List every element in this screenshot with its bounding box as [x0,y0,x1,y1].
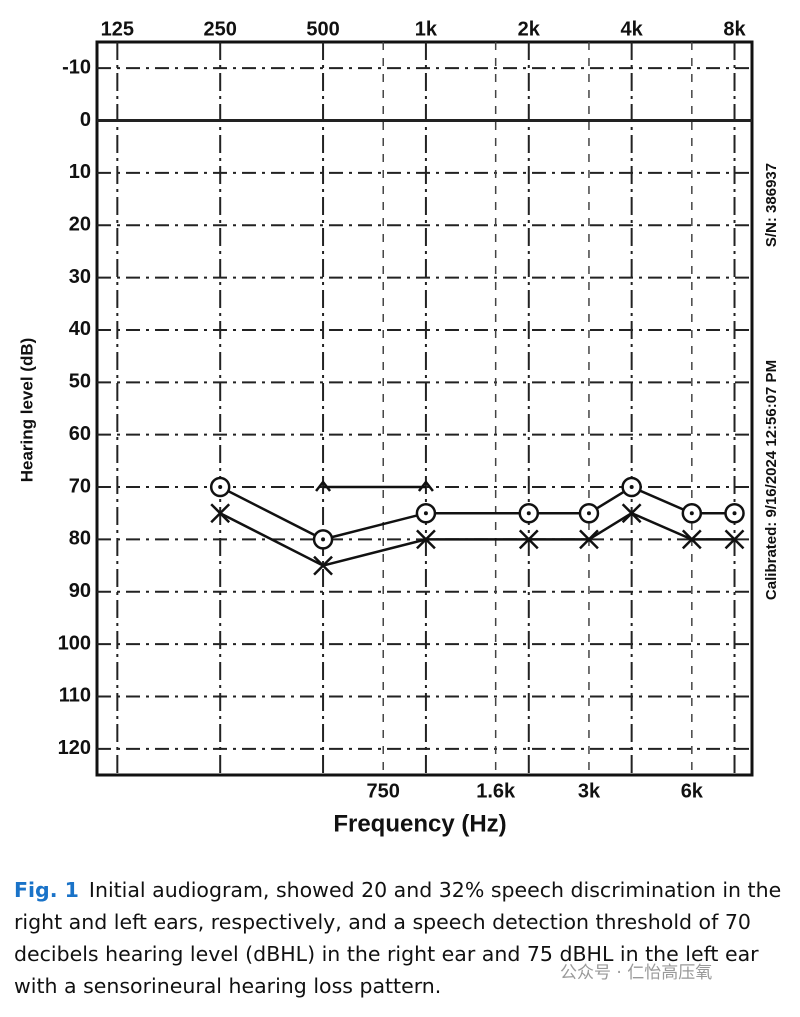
marker-x [724,529,745,550]
marker-circle [209,476,231,498]
caption: Fig. 1 Initial audiogram, showed 20 and 3… [14,874,790,1002]
marker-circle [518,502,540,524]
caption-label: Fig. 1 [14,878,79,902]
marker-x [681,529,702,550]
series-line [219,485,735,541]
x-tick-label-top: 250 [204,18,237,40]
y-tick-label: 90 [69,580,91,602]
marker-circle [312,529,334,550]
x-tick-label-top: 125 [101,18,134,40]
x-tick-label-bottom: 750 [367,780,400,802]
marker-x [579,529,599,550]
marker-circle [578,502,600,524]
serial-number: S/N: 386937 [763,163,780,247]
marker-x [621,503,642,524]
caption-text: Initial audiogram, showed 20 and 32% spe… [14,878,782,998]
chart: Hearing level (dB) Frequency (Hz) S/N: 3… [17,18,780,837]
y-tick-label: 70 [69,475,91,497]
marker-caret [417,479,434,492]
plot-frame [95,40,754,777]
y-tick-label: 20 [69,214,91,236]
calibration-date: Calibrated: 9/16/2024 12:56:07 PM [763,360,780,600]
series-line [219,511,735,567]
marker-x [210,503,231,524]
y-tick-label: 110 [59,685,91,707]
watermark: 公众号 · 仁怡高压氧 [560,963,713,983]
y-tick-label: 30 [69,266,91,288]
x-tick-label-top: 8k [723,18,746,40]
y-tick-label: 120 [58,737,91,759]
x-tick-label-top: 1k [415,18,438,40]
y-tick-label: 60 [69,423,91,445]
marker-circle [621,476,642,498]
x-axis-label: Frequency (Hz) [333,810,506,837]
y-tick-label: 100 [58,632,91,654]
y-tick-label: 10 [69,161,91,183]
marker-circle [415,502,437,524]
y-tick-label: 80 [69,528,91,550]
y-axis-label: Hearing level (dB) [17,338,36,483]
marker-circle [724,502,745,524]
marker-x [313,555,333,576]
x-tick-label-top: 4k [621,18,644,40]
y-tick-label: 0 [80,109,91,131]
y-tick-label: -10 [62,56,91,78]
x-tick-label-top: 500 [306,18,339,40]
marker-x [518,529,539,550]
y-tick-label: 50 [69,371,91,393]
x-tick-label-top: 2k [518,18,541,40]
x-tick-label-bottom: 6k [681,780,704,802]
marker-circle [681,502,703,524]
marker-caret [315,479,332,492]
marker-x [416,529,436,550]
y-tick-label: 40 [69,318,91,340]
x-tick-label-bottom: 3k [578,780,601,802]
x-tick-label-bottom: 1.6k [476,780,516,802]
